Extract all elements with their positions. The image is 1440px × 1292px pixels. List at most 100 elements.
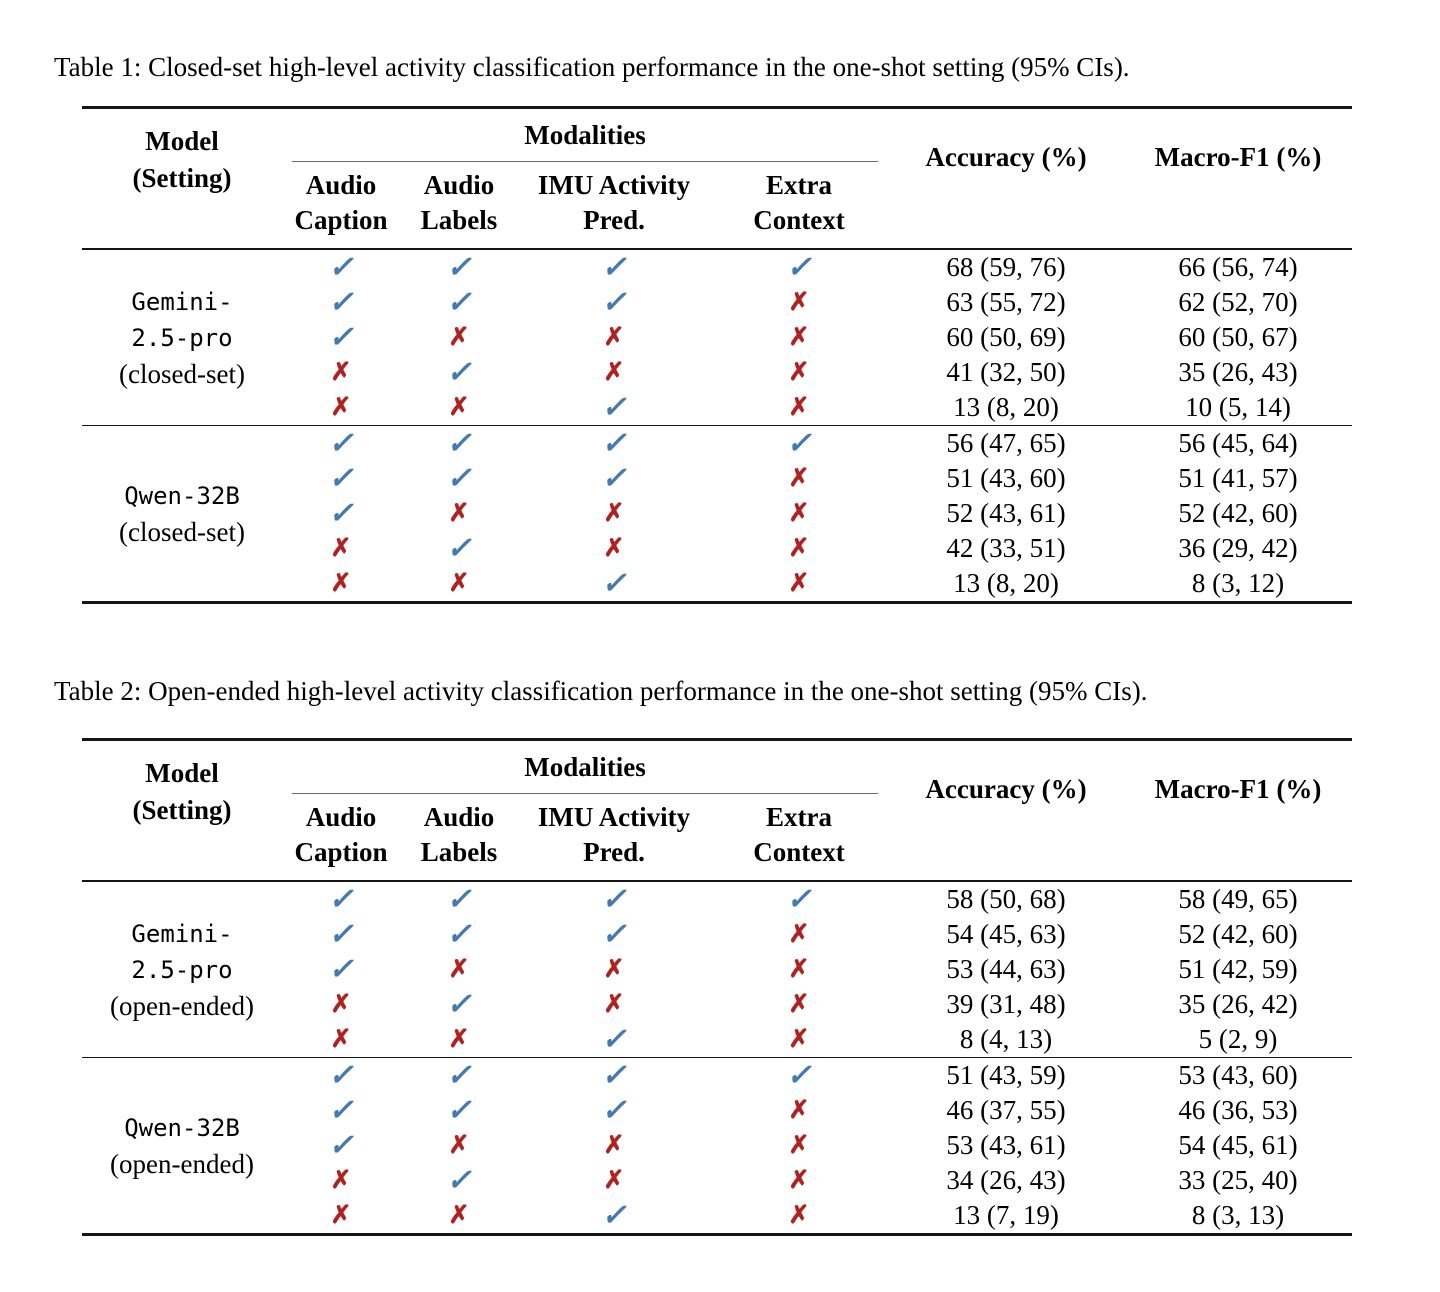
cross-icon: ✗ [448,1026,470,1053]
macro-f1-value: 54 (45, 61) [1178,1130,1298,1160]
table-row: ✗ ✓ ✗ ✗ 41 (32, 50) 35 (26, 43) [82,355,1352,390]
cross-icon: ✗ [448,394,470,421]
header-model-setting: Model (Setting) [132,758,232,825]
check-icon: ✓ [328,251,354,284]
check-icon: ✓ [446,286,472,319]
check-icon: ✓ [786,883,812,916]
modalities-label: Modalities [524,752,646,782]
header-accuracy: Accuracy (%) [925,774,1087,804]
macro-f1-value: 66 (56, 74) [1178,252,1298,282]
accuracy-value: 46 (37, 55) [946,1095,1066,1125]
check-icon: ✓ [328,1094,354,1127]
header-accuracy: Accuracy (%) [925,142,1087,172]
table-row: ✓ ✓ ✓ ✗ 46 (37, 55) 46 (36, 53) [82,1093,1352,1128]
model-cell: Gemini- 2.5-pro (open-ended) [82,881,282,1058]
accuracy-value: 34 (26, 43) [946,1165,1066,1195]
macro-f1-value: 5 (2, 9) [1198,1024,1278,1054]
check-icon: ✓ [446,356,472,389]
header-model-setting: Model (Setting) [132,126,232,193]
header-macro-f1: Macro-F1 (%) [1154,774,1322,804]
header-imu-activity-pred: IMU Activity Pred. [537,170,691,235]
table-row: ✓ ✗ ✗ ✗ 52 (43, 61) 52 (42, 60) [82,496,1352,531]
check-icon: ✓ [786,1059,812,1092]
macro-f1-value: 33 (25, 40) [1178,1165,1298,1195]
check-icon: ✓ [446,988,472,1021]
check-icon: ✓ [446,462,472,495]
model-name: Gemini- 2.5-pro [131,919,233,984]
macro-f1-value: 52 (42, 60) [1178,498,1298,528]
accuracy-value: 39 (31, 48) [946,989,1066,1019]
cross-icon: ✗ [330,991,352,1018]
table-2-header: Model (Setting) Modalities Accuracy (%) … [82,740,1352,881]
header-audio-caption: Audio Caption [294,170,388,235]
cross-icon: ✗ [330,394,352,421]
table-row: ✗ ✗ ✓ ✗ 8 (4, 13) 5 (2, 9) [82,1022,1352,1058]
accuracy-value: 60 (50, 69) [946,322,1066,352]
accuracy-value: 68 (59, 76) [946,252,1066,282]
macro-f1-value: 35 (26, 42) [1178,989,1298,1019]
check-icon: ✓ [328,321,354,354]
section-gemini-open-ended: Gemini- 2.5-pro (open-ended) ✓ ✓ ✓ ✓ 58 … [82,881,1352,1058]
cross-icon: ✗ [788,991,810,1018]
macro-f1-value: 10 (5, 14) [1185,392,1291,422]
cross-icon: ✗ [788,570,810,597]
header-audio-caption: Audio Caption [294,802,388,867]
cross-icon: ✗ [330,359,352,386]
cross-icon: ✗ [788,535,810,562]
macro-f1-value: 8 (3, 12) [1191,568,1285,598]
macro-f1-value: 35 (26, 43) [1178,357,1298,387]
model-cell: Qwen-32B (open-ended) [82,1058,282,1235]
check-icon: ✓ [446,1059,472,1092]
cross-icon: ✗ [448,956,470,983]
header-extra-context: Extra Context [753,802,845,867]
check-icon: ✓ [601,462,627,495]
table-row: ✓ ✗ ✗ ✗ 53 (43, 61) 54 (45, 61) [82,1128,1352,1163]
cross-icon: ✗ [603,1132,625,1159]
cross-icon: ✗ [788,1202,810,1229]
cross-icon: ✗ [330,1026,352,1053]
accuracy-value: 13 (8, 20) [953,568,1059,598]
cross-icon: ✗ [788,289,810,316]
check-icon: ✓ [601,427,627,460]
check-icon: ✓ [446,427,472,460]
header-audio-labels: Audio Labels [420,170,498,235]
cross-icon: ✗ [603,500,625,527]
check-icon: ✓ [601,251,627,284]
table-row: ✓ ✓ ✓ ✗ 63 (55, 72) 62 (52, 70) [82,285,1352,320]
check-icon: ✓ [446,1164,472,1197]
cross-icon: ✗ [788,1026,810,1053]
accuracy-value: 51 (43, 60) [946,463,1066,493]
accuracy-value: 58 (50, 68) [946,884,1066,914]
check-icon: ✓ [601,883,627,916]
table-row: ✗ ✗ ✓ ✗ 13 (8, 20) 8 (3, 12) [82,566,1352,603]
model-setting: (open-ended) [110,990,254,1021]
check-icon: ✓ [328,883,354,916]
table-row: Gemini- 2.5-pro (open-ended) ✓ ✓ ✓ ✓ 58 … [82,881,1352,1021]
cross-icon: ✗ [603,956,625,983]
macro-f1-value: 58 (49, 65) [1178,884,1298,914]
section-qwen-open-ended: Qwen-32B (open-ended) ✓ ✓ ✓ ✓ 51 (43, 59… [82,1057,1352,1235]
check-icon: ✓ [601,1094,627,1127]
cross-icon: ✗ [330,1202,352,1229]
check-icon: ✓ [786,427,812,460]
header-imu-activity-pred: IMU Activity Pred. [537,802,691,867]
check-icon: ✓ [328,1129,354,1162]
cross-icon: ✗ [448,1202,470,1229]
cross-icon: ✗ [603,359,625,386]
table-row: ✓ ✗ ✗ ✗ 60 (50, 69) 60 (50, 67) [82,320,1352,355]
section-gemini-closed-set: Gemini- 2.5-pro (closed-set) ✓ ✓ ✓ ✓ 68 … [82,249,1352,426]
model-name: Qwen-32B [124,1113,240,1142]
check-icon: ✓ [786,251,812,284]
check-icon: ✓ [328,918,354,951]
table-row: ✗ ✗ ✓ ✗ 13 (8, 20) 10 (5, 14) [82,390,1352,426]
model-name: Qwen-32B [124,481,240,510]
cross-icon: ✗ [788,956,810,983]
table-row: Qwen-32B (open-ended) ✓ ✓ ✓ ✓ 51 (43, 59… [82,1058,1352,1179]
cross-icon: ✗ [448,1132,470,1159]
cross-icon: ✗ [788,1097,810,1124]
cross-icon: ✗ [330,570,352,597]
model-cell: Gemini- 2.5-pro (closed-set) [82,249,282,426]
model-setting: (open-ended) [110,1148,254,1179]
accuracy-value: 8 (4, 13) [959,1024,1053,1054]
accuracy-value: 41 (32, 50) [946,357,1066,387]
